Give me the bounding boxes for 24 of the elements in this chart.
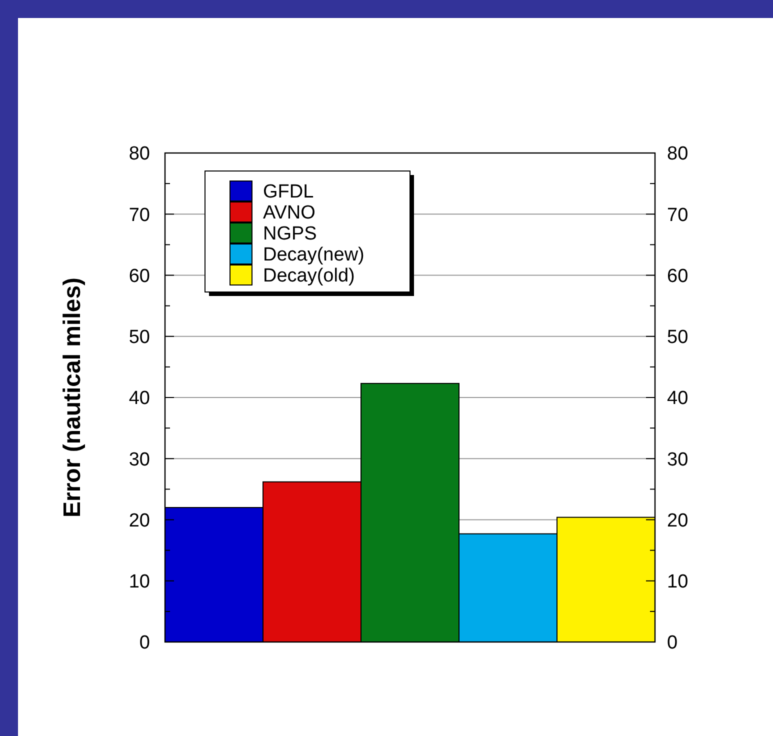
legend-label: Decay(new) (263, 244, 364, 266)
y-tick-label: 80 (128, 144, 150, 165)
y2-tick-label: 0 (667, 632, 678, 654)
y2-tick-label: 80 (667, 144, 688, 165)
y-tick-label: 60 (128, 266, 150, 287)
y-tick-label: 70 (128, 204, 150, 226)
legend-label: NGPS (263, 224, 317, 245)
y2-tick-label: 50 (667, 327, 688, 348)
y2-tick-label: 10 (667, 572, 688, 593)
y2-tick-label: 20 (667, 510, 688, 532)
y-tick-label: 50 (128, 327, 150, 348)
y-tick-label: 30 (128, 449, 150, 470)
y-tick-label: 0 (139, 632, 150, 654)
y-tick-label: 40 (128, 388, 150, 410)
y2-tick-label: 70 (667, 204, 688, 226)
y-tick-label: 10 (128, 572, 150, 593)
legend-label: GFDL (263, 182, 314, 203)
y-tick-label: 20 (128, 510, 150, 532)
y2-tick-label: 40 (667, 388, 688, 410)
y2-tick-label: 60 (667, 266, 688, 287)
legend-label: Decay(old) (263, 266, 355, 287)
legend-label: AVNO (263, 202, 316, 224)
y2-tick-label: 30 (667, 449, 688, 470)
y-axis-title: Error (nautical miles) (59, 277, 86, 518)
